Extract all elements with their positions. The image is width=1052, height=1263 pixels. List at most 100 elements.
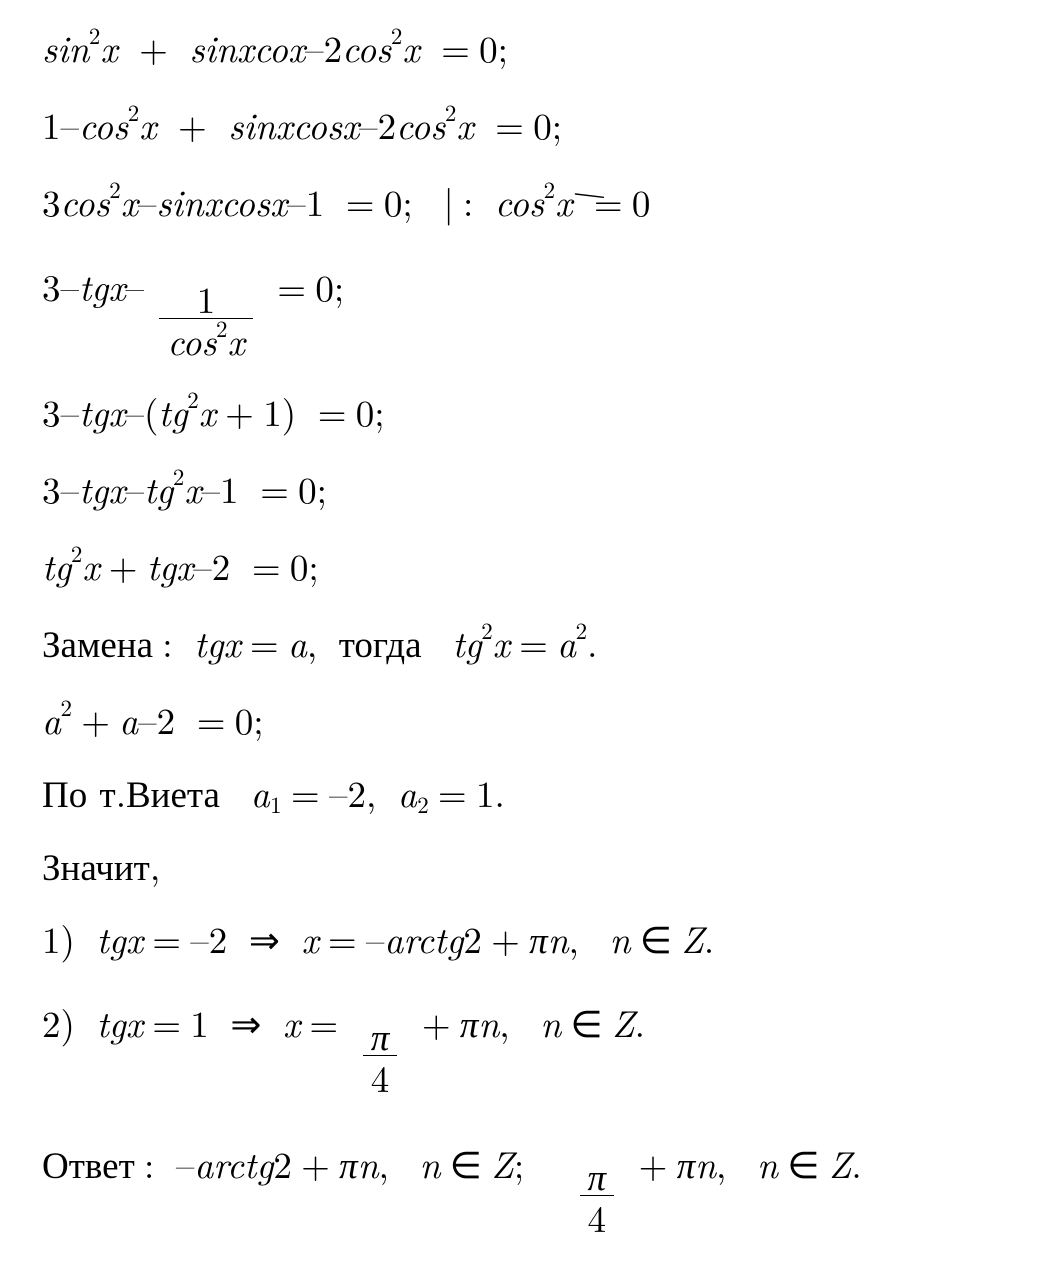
t: x bbox=[126, 911, 143, 964]
math-line-10: По т.Виета a1=–2, a2=1. bbox=[42, 773, 1028, 810]
pre: 3–tgx– bbox=[42, 259, 156, 312]
op: = bbox=[152, 911, 181, 964]
op: = bbox=[519, 615, 548, 668]
sup: 2 bbox=[576, 613, 587, 646]
t: . bbox=[587, 615, 597, 668]
word-togda: тогда bbox=[339, 615, 422, 668]
t: a bbox=[42, 692, 61, 745]
op: + bbox=[422, 995, 451, 1048]
op: = bbox=[438, 765, 467, 818]
t: ; bbox=[498, 20, 508, 73]
op: = bbox=[346, 174, 375, 227]
op: + bbox=[639, 1136, 668, 1189]
t: arctg bbox=[384, 911, 463, 964]
op: – bbox=[366, 911, 385, 964]
t: 4 bbox=[371, 1050, 390, 1103]
op: – bbox=[193, 538, 212, 591]
t: tg bbox=[147, 538, 176, 591]
t: x bbox=[100, 20, 117, 73]
t: π bbox=[677, 1136, 696, 1189]
t: 0 bbox=[384, 174, 403, 227]
colon: : bbox=[463, 174, 473, 227]
t: 2 bbox=[324, 20, 343, 73]
post: =0; bbox=[268, 259, 344, 312]
t: 0 bbox=[290, 538, 309, 591]
t: 2 bbox=[273, 1136, 292, 1189]
op: – bbox=[61, 259, 80, 312]
t: tg bbox=[144, 461, 173, 514]
t: tg bbox=[452, 615, 481, 668]
op: + bbox=[81, 692, 110, 745]
op: – bbox=[190, 911, 209, 964]
t: a bbox=[251, 765, 270, 818]
math-line-11: Значит, bbox=[42, 846, 1028, 883]
op: = bbox=[441, 20, 470, 73]
t: x bbox=[402, 20, 419, 73]
t: 3 bbox=[42, 384, 61, 437]
t: 2 bbox=[212, 538, 231, 591]
sup: 2 bbox=[71, 536, 82, 569]
op: ⇒ bbox=[230, 995, 261, 1048]
t: π bbox=[460, 995, 479, 1048]
math-line-2: 1–cos2x + sinxcosx–2cos2x =0; bbox=[42, 105, 1028, 142]
sup: 2 bbox=[173, 459, 184, 492]
t: n bbox=[358, 1136, 379, 1189]
t: , bbox=[366, 765, 376, 818]
t: x bbox=[204, 174, 221, 227]
t: x bbox=[228, 313, 245, 366]
sup: 2 bbox=[128, 95, 139, 128]
t: ; bbox=[402, 174, 412, 227]
t: 4 bbox=[588, 1190, 607, 1243]
op: = bbox=[250, 615, 279, 668]
op: – bbox=[61, 461, 80, 514]
sup: 2 bbox=[216, 311, 227, 344]
t: cos bbox=[167, 313, 216, 366]
t: . bbox=[494, 765, 504, 818]
op: – bbox=[61, 97, 80, 150]
t: 3 bbox=[42, 461, 61, 514]
op: = bbox=[197, 692, 226, 745]
t: x bbox=[184, 461, 201, 514]
pre: Ответ: –arctg2+πn, n∈Z; bbox=[42, 1136, 577, 1189]
t: , bbox=[307, 615, 317, 668]
t: sin bbox=[189, 20, 236, 73]
t: x bbox=[456, 97, 473, 150]
t: π bbox=[529, 911, 548, 964]
t: tg bbox=[42, 538, 71, 591]
op: = bbox=[252, 538, 281, 591]
item-1: 1) bbox=[42, 911, 75, 964]
op: = bbox=[260, 461, 289, 514]
t: ; bbox=[374, 384, 384, 437]
op: – bbox=[287, 174, 306, 227]
op: – bbox=[125, 259, 144, 312]
t: . bbox=[704, 911, 714, 964]
t: cos bbox=[293, 97, 342, 150]
t: cos bbox=[342, 20, 391, 73]
t: 2 bbox=[157, 692, 176, 745]
op: ∈ bbox=[570, 995, 602, 1048]
op: + bbox=[491, 911, 520, 964]
t: x bbox=[276, 97, 293, 150]
t: cos bbox=[61, 174, 110, 227]
t: Z bbox=[612, 995, 635, 1048]
t: 0 bbox=[298, 461, 317, 514]
t: x bbox=[139, 97, 156, 150]
t: x bbox=[121, 174, 138, 227]
t: x bbox=[108, 259, 125, 312]
t: 1 bbox=[220, 461, 239, 514]
op: + bbox=[109, 538, 138, 591]
t: ( bbox=[144, 384, 158, 437]
t: x bbox=[342, 97, 359, 150]
op: + bbox=[178, 97, 207, 150]
t: tg bbox=[79, 384, 108, 437]
fraction: π 4 bbox=[360, 1016, 401, 1095]
sub: 2 bbox=[417, 787, 428, 820]
fraction: 1 cos2x bbox=[156, 279, 255, 358]
op: – bbox=[305, 20, 324, 73]
t: 3 bbox=[42, 174, 61, 227]
t: 1 bbox=[306, 174, 325, 227]
fraction: π 4 bbox=[577, 1156, 618, 1235]
t: x bbox=[283, 995, 300, 1048]
op: + bbox=[139, 20, 168, 73]
op: = bbox=[328, 911, 357, 964]
